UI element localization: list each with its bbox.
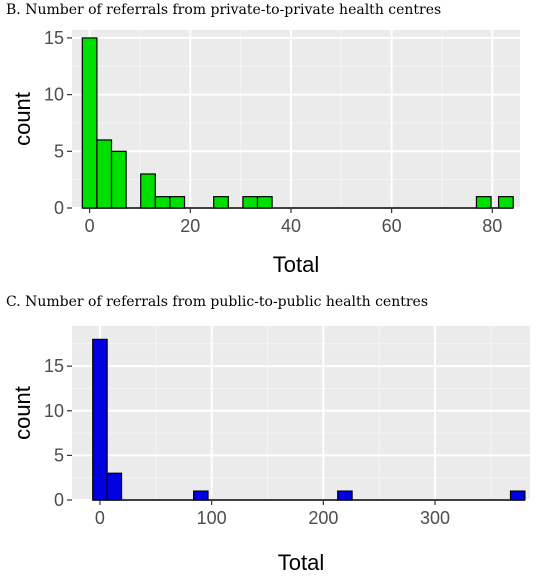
y-tick-label: 0 <box>54 198 64 218</box>
y-axis-title: count <box>10 92 35 146</box>
x-tick-label: 100 <box>197 508 227 528</box>
histogram-bar <box>242 196 259 209</box>
x-axis-title: Total <box>278 550 324 575</box>
y-axis-title: count <box>10 386 35 440</box>
histogram-bar <box>213 196 229 209</box>
x-axis-title: Total <box>273 252 319 277</box>
y-tick-label: 10 <box>44 85 64 105</box>
histogram-public: 0 100 200 300 0 5 10 15 Total count <box>10 326 530 575</box>
histogram-bar <box>140 173 156 209</box>
chart-title-c: C. Number of referrals from public-to-pu… <box>6 294 429 310</box>
histogram-bar <box>498 196 514 209</box>
y-tick-label: 0 <box>54 490 64 510</box>
y-tick-label: 15 <box>44 28 64 48</box>
y-tick-label: 5 <box>54 445 64 465</box>
histogram-bar <box>475 196 492 209</box>
histogram-bar <box>256 196 273 209</box>
y-tick-label: 15 <box>44 356 64 376</box>
y-tick-label: 10 <box>44 401 64 421</box>
histogram-bar <box>154 196 171 209</box>
x-tick-label: 60 <box>382 216 402 236</box>
histogram-bar <box>81 37 98 209</box>
plot-panel <box>72 326 530 500</box>
x-tick-label: 40 <box>281 216 301 236</box>
x-tick-label: 0 <box>85 216 95 236</box>
histogram-private: 0 20 40 60 80 0 5 10 15 Total count <box>10 28 520 277</box>
y-tick-label: 5 <box>54 141 64 161</box>
x-tick-label: 20 <box>180 216 200 236</box>
histogram-bar <box>92 338 108 501</box>
x-tick-label: 0 <box>95 508 105 528</box>
x-tick-label: 80 <box>482 216 502 236</box>
histogram-bar <box>110 150 127 209</box>
histogram-bar <box>169 196 186 209</box>
histogram-bar <box>509 490 526 501</box>
histogram-bar <box>192 490 209 501</box>
histogram-bar <box>337 490 353 501</box>
x-tick-label: 200 <box>308 508 338 528</box>
chart-title-b: B. Number of referrals from private-to-p… <box>6 2 442 18</box>
histogram-bar <box>96 139 113 209</box>
plot-panel <box>72 30 520 208</box>
x-tick-label: 300 <box>420 508 450 528</box>
histogram-bar <box>106 472 123 501</box>
